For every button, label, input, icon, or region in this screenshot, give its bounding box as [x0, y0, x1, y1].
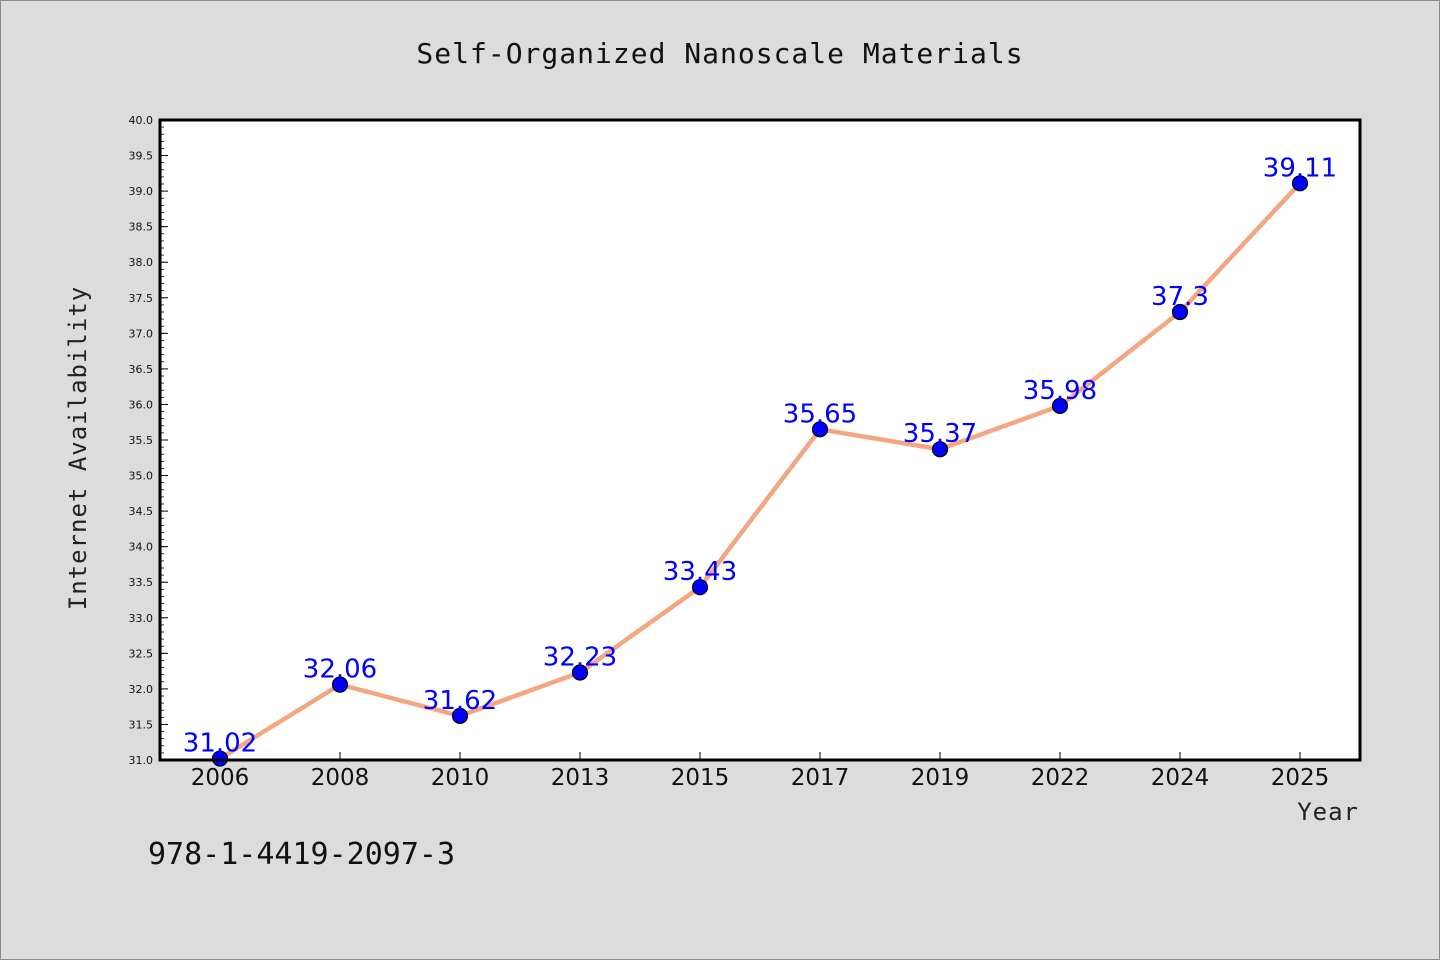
y-tick-label: 36.0 — [129, 398, 154, 411]
y-tick-label: 32.0 — [129, 683, 154, 696]
plot-frame — [158, 118, 1362, 762]
data-label: 35.98 — [1023, 376, 1097, 406]
x-tick-label: 2019 — [911, 765, 970, 791]
y-tick-label: 31.0 — [129, 754, 154, 767]
data-label: 35.65 — [783, 399, 857, 429]
isbn-annotation: 978-1-4419-2097-3 — [148, 837, 455, 872]
y-axis-title: Internet Availability — [64, 286, 92, 610]
y-tick-label: 37.0 — [129, 327, 154, 340]
x-tick-label: 2008 — [311, 765, 370, 791]
y-tick-label: 35.5 — [129, 434, 154, 447]
y-tick-label: 34.0 — [129, 541, 154, 554]
series-group: 31.02 32.06 31.62 32.23 33.43 35.65 35.37 35.98… — [183, 153, 1337, 767]
data-label: 35.37 — [903, 419, 977, 449]
y-tick-label: 39.5 — [129, 150, 154, 163]
y-tick-label: 38.5 — [129, 221, 154, 234]
y-tick-label: 40.0 — [129, 114, 154, 127]
data-point — [1291, 175, 1309, 192]
data-point — [811, 421, 829, 438]
x-axis: 2006 2008 2010 2013 2015 2017 2019 2022 2024 2025 — [191, 752, 1330, 791]
x-tick-label: 2024 — [1151, 765, 1210, 791]
x-tick-label: 2025 — [1271, 765, 1330, 791]
series-line — [217, 181, 1303, 761]
x-tick-label: 2013 — [551, 765, 610, 791]
x-tick-label: 2022 — [1031, 765, 1090, 791]
data-point — [931, 441, 949, 458]
y-tick-label: 31.5 — [129, 718, 154, 731]
y-tick-label: 34.5 — [129, 505, 154, 518]
y-tick-label: 37.5 — [129, 292, 154, 305]
data-label: 32.06 — [303, 655, 377, 685]
x-tick-label: 2006 — [191, 765, 250, 791]
y-tick-label: 36.5 — [129, 363, 154, 376]
y-tick-label: 38.0 — [129, 256, 154, 269]
data-label: 32.23 — [543, 643, 617, 673]
y-tick-label: 32.5 — [129, 647, 154, 660]
data-point — [1051, 397, 1069, 414]
y-tick-label: 39.0 — [129, 185, 154, 198]
data-point — [331, 676, 349, 693]
x-tick-label: 2015 — [671, 765, 730, 791]
plot-area — [160, 120, 1360, 760]
y-axis: 31.0 31.5 32.0 32.5 33.0 33.5 34.0 34.5 35.0 35.5… — [129, 114, 168, 767]
y-tick-label: 35.0 — [129, 470, 154, 483]
x-axis-title: Year — [1297, 798, 1359, 826]
data-point — [1171, 303, 1189, 321]
data-label: 31.62 — [423, 686, 497, 716]
data-point — [571, 664, 589, 681]
x-tick-label: 2010 — [431, 765, 490, 791]
data-point — [691, 579, 709, 596]
x-tick-label: 2017 — [791, 765, 850, 791]
y-tick-label: 33.0 — [129, 612, 154, 625]
data-label: 37.3 — [1151, 282, 1209, 312]
data-label: 31.02 — [183, 729, 257, 759]
data-label: 33.43 — [663, 557, 737, 587]
data-point — [451, 707, 469, 725]
data-label: 39.11 — [1263, 153, 1337, 183]
chart-title: Self-Organized Nanoscale Materials — [416, 37, 1023, 70]
y-tick-label: 33.5 — [129, 576, 154, 589]
